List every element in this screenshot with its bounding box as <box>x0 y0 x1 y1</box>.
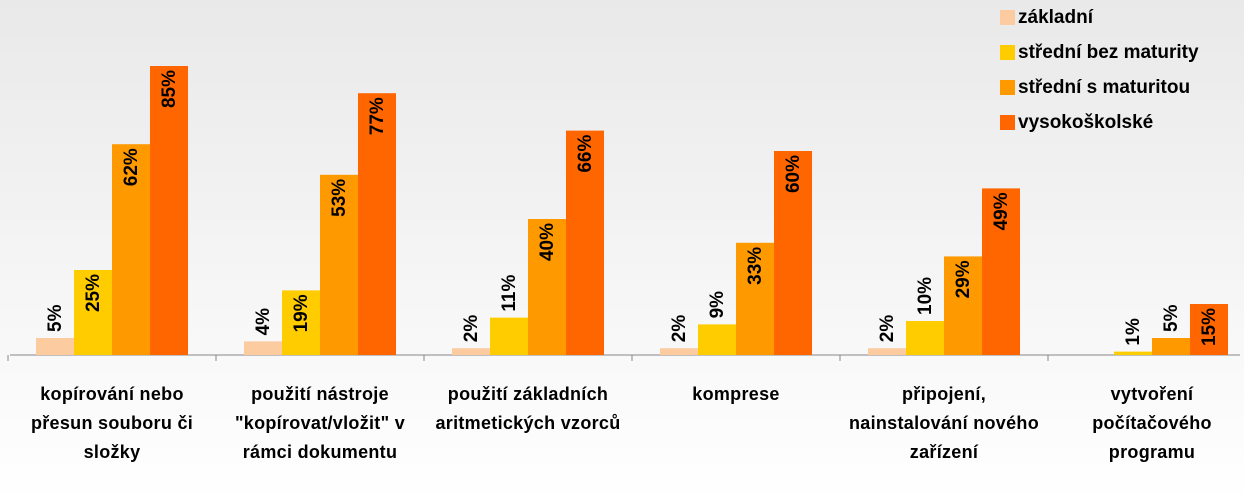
bar <box>736 242 774 355</box>
data-label: 5% <box>45 304 66 332</box>
legend-swatch <box>1000 115 1015 130</box>
bar <box>982 188 1020 355</box>
data-label: 9% <box>707 291 728 319</box>
data-label: 29% <box>953 260 974 298</box>
bar <box>320 174 358 355</box>
data-label: 5% <box>1161 304 1182 332</box>
data-label: 33% <box>745 247 766 285</box>
data-label: 1% <box>1123 318 1144 346</box>
data-label: 10% <box>915 277 936 315</box>
x-tick-label: kopírování nebo přesun souboru či složky <box>30 384 194 462</box>
x-tick-label: použití základních aritmetických vzorců <box>435 384 621 433</box>
data-label: 4% <box>253 308 274 336</box>
bar <box>150 66 188 355</box>
data-label: 40% <box>537 223 558 261</box>
data-label: 53% <box>329 179 350 217</box>
data-label: 85% <box>159 70 180 108</box>
data-label: 62% <box>121 148 142 186</box>
data-label: 49% <box>991 192 1012 230</box>
bar <box>944 256 982 355</box>
bar <box>774 151 812 355</box>
bar <box>1190 304 1228 355</box>
bar <box>112 144 150 355</box>
bar <box>36 338 74 355</box>
bar <box>490 317 528 355</box>
legend-swatch <box>1000 80 1015 95</box>
data-label: 77% <box>367 97 388 135</box>
legend-swatch <box>1000 45 1015 60</box>
legend-label: vysokoškolské <box>1018 112 1153 133</box>
data-label: 66% <box>575 134 596 172</box>
data-label: 2% <box>877 315 898 343</box>
x-tick-label: připojení, nainstalování nového zařízení <box>848 384 1040 462</box>
bar <box>74 270 112 355</box>
bar <box>244 341 282 355</box>
bar <box>452 348 490 355</box>
legend-swatch <box>1000 10 1015 25</box>
x-tick-label: vytvoření počítačového programu <box>1092 384 1212 462</box>
bar <box>698 324 736 355</box>
bar <box>1114 351 1152 355</box>
data-label: 19% <box>291 294 312 332</box>
x-tick-label: použití nástroje "kopírovat/vložit" v rá… <box>234 384 406 462</box>
data-label: 25% <box>83 274 104 312</box>
bar <box>660 348 698 355</box>
bar <box>528 219 566 355</box>
bar <box>1152 338 1190 355</box>
data-label: 60% <box>783 155 804 193</box>
bar <box>282 290 320 355</box>
bar <box>358 93 396 355</box>
legend-label: základní <box>1018 7 1094 28</box>
legend-label: střední s maturitou <box>1018 77 1190 98</box>
data-label: 2% <box>669 315 690 343</box>
bar <box>906 321 944 355</box>
bar <box>566 130 604 355</box>
data-label: 15% <box>1199 308 1220 346</box>
legend-label: střední bez maturity <box>1018 42 1199 63</box>
bar <box>868 348 906 355</box>
data-label: 2% <box>461 315 482 343</box>
data-label: 11% <box>499 275 520 312</box>
x-tick-label: komprese <box>692 384 780 404</box>
